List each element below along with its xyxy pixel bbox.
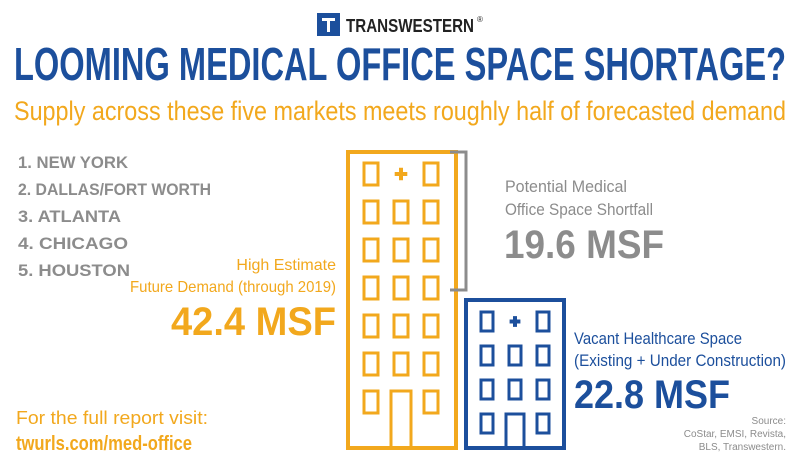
- window: [479, 310, 495, 333]
- window: [422, 161, 440, 187]
- window: [392, 199, 410, 225]
- logo-registered: ®: [477, 15, 483, 24]
- window: [362, 313, 380, 339]
- window: [422, 389, 440, 415]
- window: [535, 378, 551, 401]
- market-list: 1. NEW YORK 2. DALLAS/FORT WORTH 3. ATLA…: [18, 153, 211, 280]
- window: [422, 351, 440, 377]
- window: [422, 199, 440, 225]
- demand-label: Future Demand (through 2019): [130, 279, 336, 296]
- shortfall-label: Office Space Shortfall: [505, 200, 653, 219]
- window: [535, 310, 551, 333]
- window: [392, 237, 410, 263]
- window: [362, 199, 380, 225]
- vacant: Vacant Healthcare Space (Existing + Unde…: [574, 329, 786, 417]
- source: Source: CoStar, EMSI, Revista, BLS, Tran…: [684, 416, 786, 453]
- vacant-label: (Existing + Under Construction): [574, 351, 786, 370]
- window: [422, 237, 440, 263]
- window: [362, 389, 380, 415]
- window: [507, 344, 523, 367]
- window: [422, 275, 440, 301]
- window: [392, 313, 410, 339]
- market: 4. CHICAGO: [18, 234, 128, 253]
- window: [422, 313, 440, 339]
- window: [535, 344, 551, 367]
- footer-text: For the full report visit:: [16, 408, 208, 428]
- window: [392, 351, 410, 377]
- footer: For the full report visit: twurls.com/me…: [16, 408, 208, 455]
- source-line: CoStar, EMSI, Revista,: [684, 429, 786, 440]
- cross: [394, 167, 408, 181]
- market: 5. HOUSTON: [18, 261, 130, 280]
- door: [389, 389, 413, 450]
- shortfall-bracket: [450, 150, 468, 292]
- shortfall-value: 19.6 MSF: [504, 223, 664, 267]
- market: 3. ATLANTA: [18, 207, 121, 226]
- logo-text: TRANSWESTERN: [346, 16, 474, 36]
- footer-link[interactable]: twurls.com/med-office: [16, 433, 192, 455]
- source-line: Source:: [752, 416, 786, 427]
- window: [479, 378, 495, 401]
- vacant-value: 22.8 MSF: [574, 373, 730, 417]
- vacant-label: Vacant Healthcare Space: [574, 329, 742, 348]
- window: [507, 378, 523, 401]
- window: [362, 237, 380, 263]
- door: [504, 412, 526, 450]
- window: [362, 275, 380, 301]
- logo: TRANSWESTERN ®: [317, 13, 483, 36]
- logo-t: [322, 18, 335, 32]
- window: [479, 344, 495, 367]
- source-line: BLS, Transwestern.: [699, 442, 786, 453]
- window: [479, 412, 495, 435]
- title: LOOMING MEDICAL OFFICE SPACE SHORTAGE?: [14, 38, 786, 90]
- window: [535, 412, 551, 435]
- cross: [509, 316, 521, 327]
- market: 1. NEW YORK: [18, 153, 129, 172]
- window: [362, 351, 380, 377]
- buildings: [346, 150, 566, 450]
- demand-label: High Estimate: [236, 257, 336, 274]
- market: 2. DALLAS/FORT WORTH: [18, 180, 211, 199]
- window: [392, 275, 410, 301]
- demand: High Estimate Future Demand (through 201…: [130, 257, 336, 344]
- demand-value: 42.4 MSF: [171, 300, 336, 344]
- window: [362, 161, 380, 187]
- shortfall-label: Potential Medical: [505, 177, 627, 196]
- subtitle: Supply across these five markets meets r…: [14, 96, 786, 126]
- shortfall: Potential Medical Office Space Shortfall…: [504, 177, 664, 267]
